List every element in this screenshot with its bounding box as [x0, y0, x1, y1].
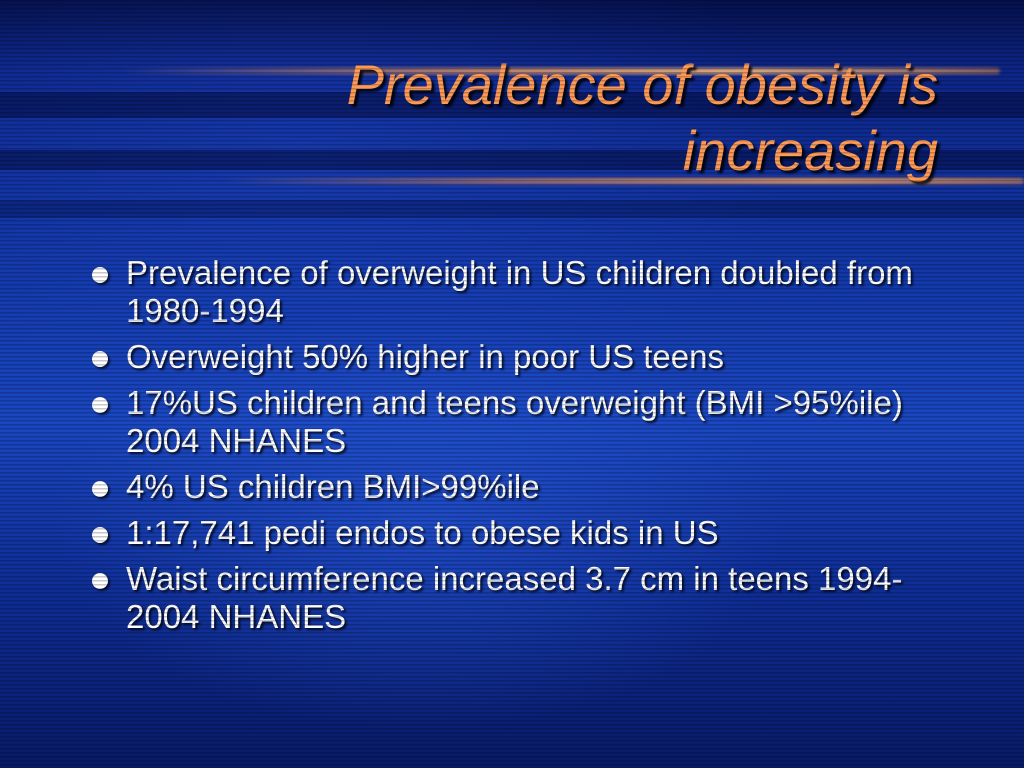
bullet-item: 4% US children BMI>99%ile — [88, 468, 928, 506]
orange-light-streak — [120, 68, 1000, 74]
orange-light-streak — [220, 178, 1024, 184]
bullet-text: Overweight 50% higher in poor US teens — [126, 338, 724, 375]
bullet-text: 4% US children BMI>99%ile — [126, 468, 540, 505]
bullet-dot-icon — [92, 397, 108, 413]
bullet-text: Prevalence of overweight in US children … — [126, 254, 913, 329]
bullet-dot-icon — [92, 527, 108, 543]
slide-title: Prevalence of obesity is increasing — [346, 53, 938, 182]
bullet-text: 1:17,741 pedi endos to obese kids in US — [126, 514, 719, 551]
bullet-item: Prevalence of overweight in US children … — [88, 254, 928, 330]
bullet-text: Waist circumference increased 3.7 cm in … — [126, 560, 903, 635]
bullet-dot-icon — [92, 481, 108, 497]
bullet-dot-icon — [92, 351, 108, 367]
bullet-text: 17%US children and teens overweight (BMI… — [126, 384, 903, 459]
title-band-decoration — [0, 0, 1024, 70]
background-stripe — [0, 150, 1024, 170]
background-stripe — [0, 92, 1024, 118]
bullet-item: 1:17,741 pedi endos to obese kids in US — [88, 514, 928, 552]
background-stripe — [0, 200, 1024, 218]
bullet-list: Prevalence of overweight in US children … — [88, 254, 928, 644]
bullet-dot-icon — [92, 267, 108, 283]
bullet-dot-icon — [92, 573, 108, 589]
bullet-item: 17%US children and teens overweight (BMI… — [88, 384, 928, 460]
bullet-item: Overweight 50% higher in poor US teens — [88, 338, 928, 376]
bullet-item: Waist circumference increased 3.7 cm in … — [88, 560, 928, 636]
